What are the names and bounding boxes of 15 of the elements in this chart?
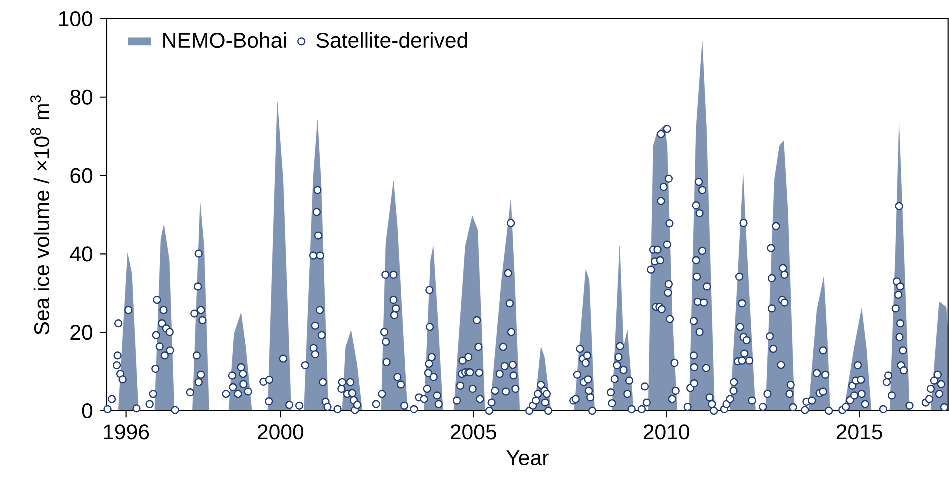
y-tick-label: 60 bbox=[70, 168, 93, 184]
y-axis-title: Sea ice volume / ×10$^{8}$ m$^{3}$ bbox=[30, 96, 50, 335]
y-tick-label: 100 bbox=[59, 11, 93, 27]
x-tick-label: 2005 bbox=[450, 424, 496, 440]
x-axis-title: Year bbox=[506, 450, 549, 466]
y-tick-label: 80 bbox=[70, 90, 93, 105]
x-tick-label: 2015 bbox=[836, 424, 882, 440]
legend-label: NEMO-Bohai bbox=[164, 32, 286, 48]
y-tick-label: 0 bbox=[82, 403, 93, 419]
x-tick-label: 2010 bbox=[644, 424, 690, 440]
x-tick-label: 1996 bbox=[104, 424, 150, 440]
y-tick-label: 20 bbox=[70, 325, 93, 340]
x-tick-label: 2000 bbox=[258, 424, 304, 440]
y-tick-label: 40 bbox=[70, 246, 93, 262]
legend-label: Satellite-derived bbox=[316, 32, 468, 48]
